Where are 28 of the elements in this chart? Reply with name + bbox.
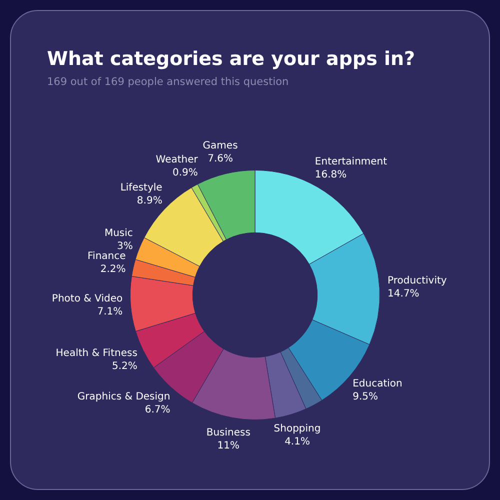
data-label: 9.5% — [352, 391, 378, 402]
slice-label: Health & Fitness — [56, 348, 138, 360]
slice-label: Shopping — [274, 424, 321, 435]
slice-label: Games — [202, 140, 238, 152]
slice-label: Photo & Video — [52, 294, 123, 305]
slice-label: Music — [104, 228, 133, 240]
data-label: 4.1% — [284, 436, 310, 448]
slice-label: Graphics & Design — [77, 392, 170, 403]
data-label: 8.9% — [136, 195, 162, 206]
slice-label: Lifestyle — [120, 182, 162, 194]
slice-label: Education — [352, 378, 402, 390]
data-label: 16.8% — [314, 169, 347, 180]
data-label: 11% — [217, 440, 240, 452]
data-label: 5.2% — [112, 361, 138, 372]
slice-label: Business — [206, 427, 250, 438]
data-label: 6.7% — [144, 404, 170, 416]
slice-label: Weather — [156, 154, 199, 166]
data-label: 0.9% — [172, 168, 198, 179]
chart-title: What categories are your apps in? — [47, 48, 416, 70]
data-label: 7.1% — [97, 306, 123, 318]
data-label: 2.2% — [100, 264, 126, 276]
chart-subtitle: 169 out of 169 people answered this question — [47, 76, 289, 88]
data-label: 14.7% — [388, 288, 420, 300]
data-label: 7.6% — [208, 154, 233, 165]
slice-label: Finance — [88, 251, 126, 262]
slice-label: Entertainment — [314, 156, 388, 168]
data-label: 3% — [117, 241, 133, 252]
slice-label: Productivity — [388, 275, 447, 286]
